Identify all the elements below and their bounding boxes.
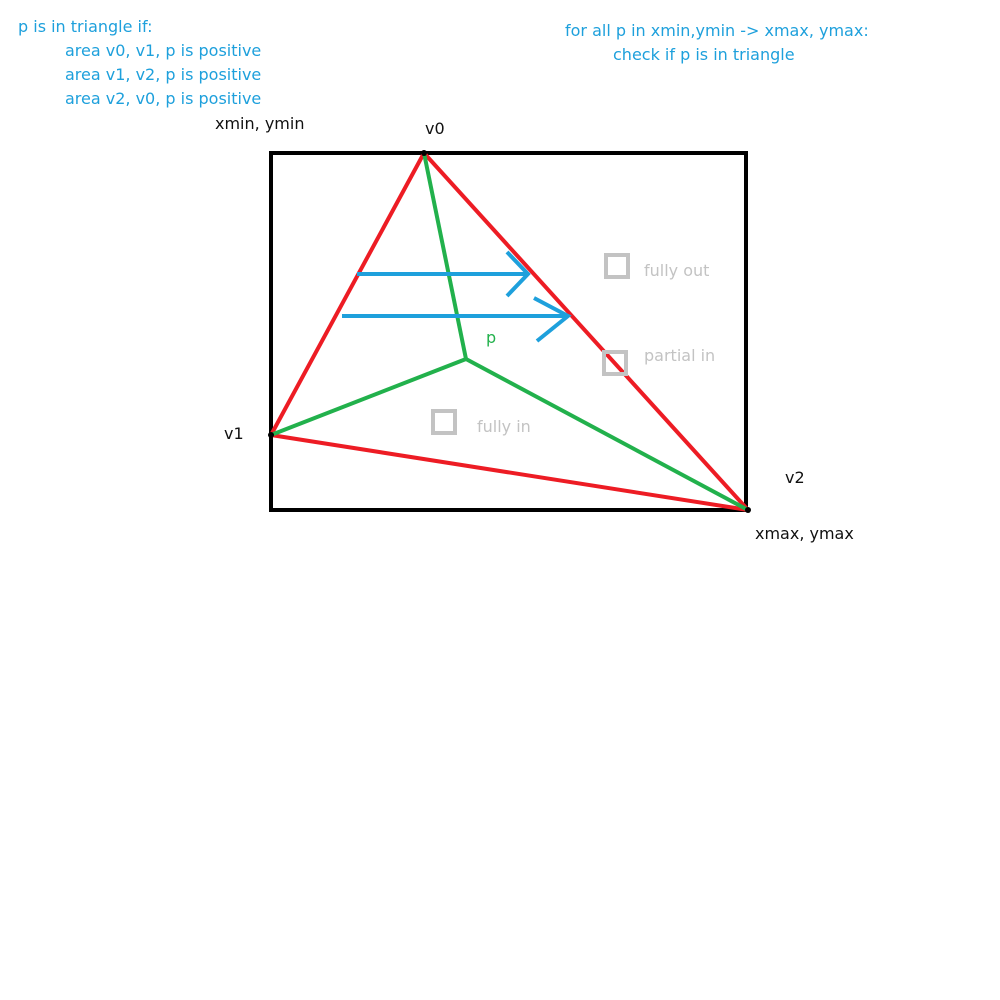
right-arrow-icon [342, 296, 572, 343]
segment-p-v1 [270, 357, 467, 437]
vertex-v1-dot [268, 432, 274, 438]
condition-heading: p is in triangle if: [18, 17, 153, 36]
bounding-box [269, 151, 748, 512]
tile-fully-in-label: fully in [477, 417, 531, 436]
point-p-label: p [486, 328, 497, 347]
vertex-v2-dot [745, 507, 751, 513]
loop-note-line: for all p in xmin,ymin -> xmax, ymax: [565, 21, 869, 40]
vertex-v1-label: v1 [224, 424, 244, 443]
edge-v0-v2 [422, 151, 750, 512]
segment-p-v0 [422, 152, 468, 360]
bbox-max-label: xmax, ymax [755, 524, 854, 543]
loop-note-line: check if p is in triangle [613, 45, 795, 64]
bbox-min-label: xmin, ymin [215, 114, 305, 133]
condition-line: area v1, v2, p is positive [65, 65, 262, 84]
square-outline-icon [431, 409, 457, 435]
condition-line: area v0, v1, p is positive [65, 41, 262, 60]
vertex-v0-dot [421, 150, 427, 156]
vertex-v2-label: v2 [785, 468, 805, 487]
tile-partial-in-label: partial in [644, 346, 716, 365]
right-arrow-icon [357, 250, 531, 298]
condition-line: area v2, v0, p is positive [65, 89, 262, 108]
segment-p-v2 [465, 357, 749, 512]
edge-v1-v2 [270, 433, 749, 512]
square-outline-icon [604, 253, 630, 279]
vertex-v0-label: v0 [425, 119, 445, 138]
tile-fully-out-label: fully out [644, 261, 710, 280]
square-outline-icon [602, 350, 628, 376]
edge-v0-v1 [269, 152, 426, 436]
